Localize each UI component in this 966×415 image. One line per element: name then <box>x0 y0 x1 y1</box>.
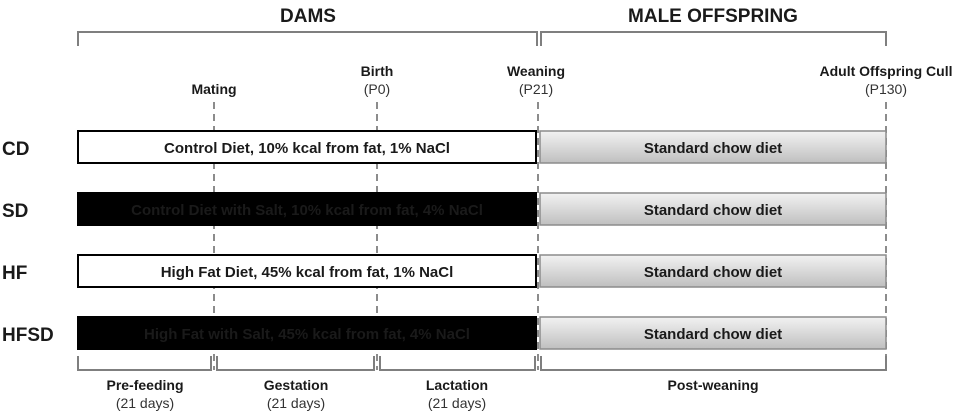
dam-diet-text-cd: Control Diet, 10% kcal from fat, 1% NaCl <box>164 140 450 157</box>
offspring-diet-box-sd <box>539 192 887 226</box>
offspring-diet-text-hf: Standard chow diet <box>644 264 782 281</box>
postweaning-label: Post-weaning <box>667 377 758 393</box>
offspring-diet-box-hfsd <box>539 316 887 350</box>
dam-diet-box-cd <box>77 130 537 164</box>
dam-diet-text-hfsd: High Fat with Salt, 45% kcal from fat, 4… <box>144 326 470 343</box>
group-label-hfsd: HFSD <box>2 325 54 346</box>
dam-diet-text-hf: High Fat Diet, 45% kcal from fat, 1% NaC… <box>161 264 454 281</box>
gestation-bracket <box>216 356 375 371</box>
prefeeding-duration: (21 days) <box>116 395 174 411</box>
weaning-label: Weaning <box>507 63 565 79</box>
lactation-duration: (21 days) <box>428 395 486 411</box>
weaning-sub-label: (P21) <box>519 81 553 97</box>
offspring-header: MALE OFFSPRING <box>628 6 798 27</box>
group-label-cd: CD <box>2 139 29 160</box>
postweaning-bracket <box>540 356 887 371</box>
prefeeding-bracket <box>77 356 212 371</box>
offspring-diet-text-sd: Standard chow diet <box>644 202 782 219</box>
group-label-hf: HF <box>2 263 27 284</box>
birth-label: Birth <box>361 63 394 79</box>
offspring-diet-text-hfsd: Standard chow diet <box>644 326 782 343</box>
cull-sub-label: (P130) <box>865 81 907 97</box>
gestation-label: Gestation <box>264 377 329 393</box>
dams-top-bracket <box>77 31 538 46</box>
offspring-diet-box-hf <box>539 254 887 288</box>
cull-label: Adult Offspring Cull <box>820 63 953 79</box>
group-label-sd: SD <box>2 201 28 222</box>
dam-diet-box-hf <box>77 254 537 288</box>
dam-diet-box-sd <box>77 192 537 226</box>
offspring-diet-box-cd <box>539 130 887 164</box>
dams-header: DAMS <box>280 6 336 27</box>
lactation-bracket <box>379 356 536 371</box>
birth-sub-label: (P0) <box>364 81 390 97</box>
dam-diet-text-sd: Control Diet with Salt, 10% kcal from fa… <box>131 202 483 219</box>
dam-diet-box-hfsd <box>77 316 537 350</box>
offspring-top-bracket <box>540 31 887 46</box>
gestation-duration: (21 days) <box>267 395 325 411</box>
prefeeding-label: Pre-feeding <box>106 377 183 393</box>
mating-label: Mating <box>191 81 236 97</box>
offspring-diet-text-cd: Standard chow diet <box>644 140 782 157</box>
lactation-label: Lactation <box>426 377 488 393</box>
